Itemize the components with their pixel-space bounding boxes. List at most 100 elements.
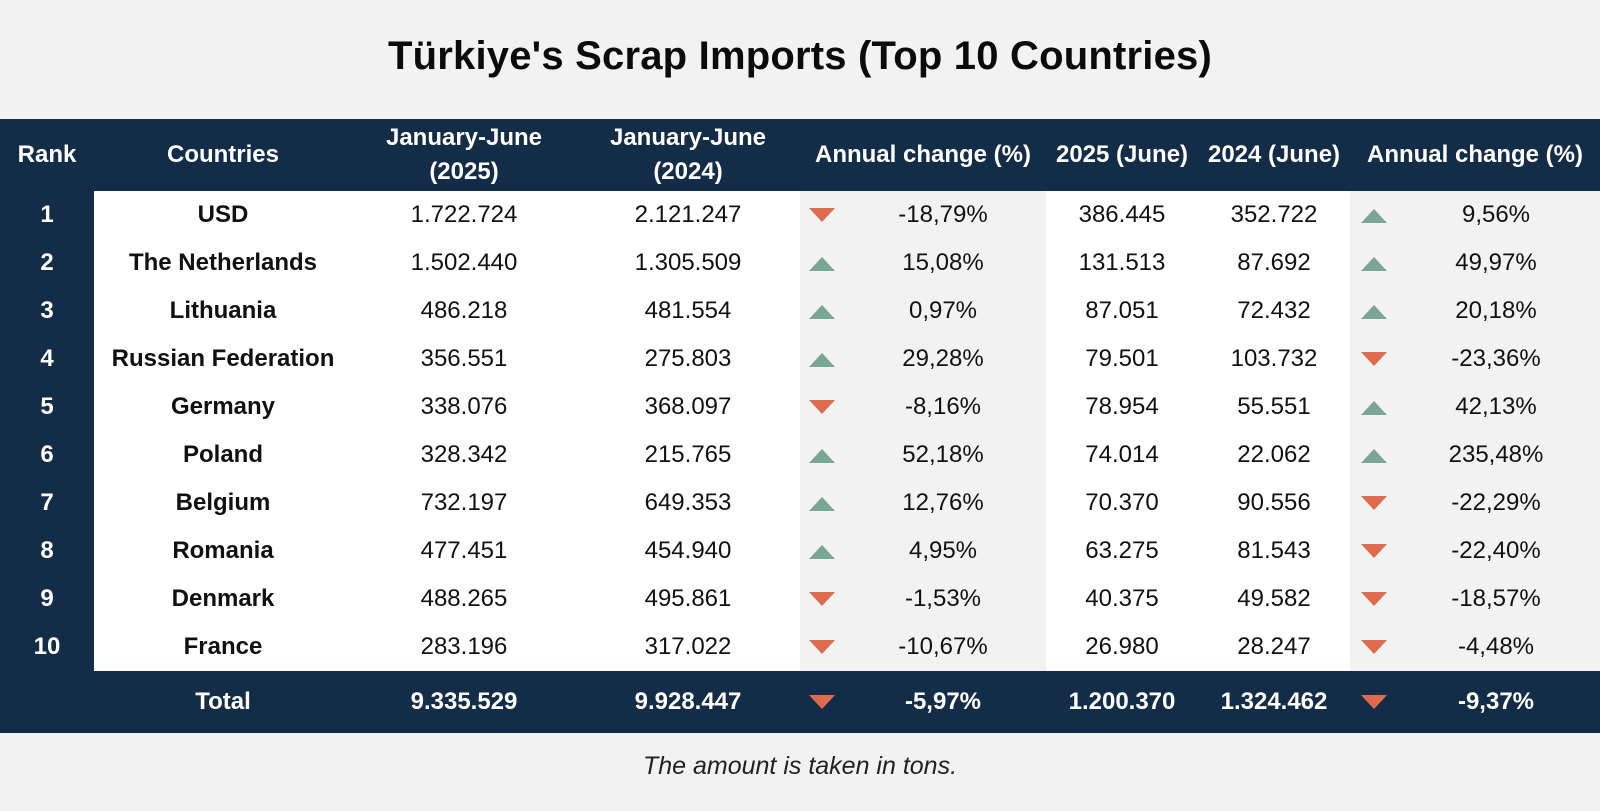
table-header: Rank Countries January-June (2025) Januar… — [0, 119, 1600, 191]
header-june-2024: 2024 (June) — [1207, 141, 1341, 168]
cell-annual-change-2: 9,56% — [1461, 201, 1531, 228]
triangle-down-icon — [1357, 479, 1391, 527]
chart-title: Türkiye's Scrap Imports (Top 10 Countrie… — [387, 34, 1212, 78]
table-row: 3 Lithuania 486.218 481.554 0,97% 87.051 72.43… — [0, 287, 1600, 335]
cell-jan-june-2025: 477.451 — [420, 537, 508, 564]
triangle-up-icon — [1357, 383, 1391, 431]
cell-june-2024: 103.732 — [1230, 345, 1318, 372]
cell-june-2024: 22.062 — [1237, 441, 1311, 468]
table-row: 2 The Netherlands 1.502.440 1.305.509 15,08%… — [0, 239, 1600, 287]
cell-jan-june-2025: 488.265 — [420, 585, 508, 612]
cell-rank: 6 — [40, 441, 54, 468]
rank-column-band — [0, 191, 94, 671]
table-row: 5 Germany 338.076 368.097 -8,16% 78.954 55.551… — [0, 383, 1600, 431]
cell-june-2025: 63.275 — [1085, 537, 1159, 564]
cell-country: France — [183, 633, 263, 660]
total-annual-change-2: -9,37% — [1457, 688, 1535, 715]
cell-annual-change-2: -22,29% — [1451, 489, 1541, 516]
triangle-down-icon — [1357, 671, 1391, 733]
cell-country: Germany — [170, 393, 276, 420]
cell-annual-change-1: -1,53% — [904, 585, 982, 612]
table-row: 7 Belgium 732.197 649.353 12,76% 70.370 90.556… — [0, 479, 1600, 527]
cell-annual-change-1: 0,97% — [908, 297, 978, 324]
cell-annual-change-1: 4,95% — [908, 537, 978, 564]
cell-annual-change-1: -18,79% — [898, 201, 988, 228]
total-annual-change-1: -5,97% — [904, 688, 982, 715]
triangle-down-icon — [1357, 575, 1391, 623]
change-column-band-2 — [1350, 191, 1600, 671]
cell-jan-june-2024: 275.803 — [644, 345, 732, 372]
cell-jan-june-2024: 368.097 — [644, 393, 732, 420]
footnote: The amount is taken in tons. — [642, 752, 958, 780]
cell-rank: 9 — [40, 585, 54, 612]
triangle-down-icon — [805, 575, 839, 623]
triangle-up-icon — [1357, 431, 1391, 479]
cell-annual-change-1: 29,28% — [902, 345, 984, 372]
cell-country: Romania — [172, 537, 274, 564]
table-row: 9 Denmark 488.265 495.861 -1,53% 40.375 49.582… — [0, 575, 1600, 623]
cell-annual-change-2: 49,97% — [1455, 249, 1537, 276]
cell-country: USD — [197, 201, 249, 228]
cell-rank: 8 — [40, 537, 54, 564]
cell-jan-june-2024: 215.765 — [644, 441, 732, 468]
cell-rank: 2 — [40, 249, 54, 276]
triangle-up-icon — [805, 239, 839, 287]
header-jan-june-2024: January-June (2024) — [576, 119, 800, 191]
cell-jan-june-2024: 454.940 — [644, 537, 732, 564]
cell-june-2024: 87.692 — [1237, 249, 1311, 276]
cell-rank: 7 — [40, 489, 54, 516]
triangle-down-icon — [1357, 623, 1391, 671]
cell-june-2024: 72.432 — [1237, 297, 1311, 324]
triangle-up-icon — [1357, 287, 1391, 335]
triangle-up-icon — [1357, 191, 1391, 239]
change-column-band-1 — [800, 191, 1046, 671]
cell-june-2025: 70.370 — [1085, 489, 1159, 516]
triangle-down-icon — [1357, 335, 1391, 383]
cell-jan-june-2025: 356.551 — [420, 345, 508, 372]
cell-country: Poland — [182, 441, 263, 468]
cell-june-2025: 79.501 — [1085, 345, 1159, 372]
cell-jan-june-2024: 2.121.247 — [634, 201, 742, 228]
table-row: 8 Romania 477.451 454.940 4,95% 63.275 81.543 -… — [0, 527, 1600, 575]
cell-annual-change-1: -8,16% — [904, 393, 982, 420]
cell-annual-change-1: 15,08% — [902, 249, 984, 276]
cell-jan-june-2024: 1.305.509 — [634, 249, 742, 276]
cell-annual-change-2: 235,48% — [1448, 441, 1544, 468]
header-rank: Rank — [17, 141, 77, 168]
triangle-down-icon — [805, 383, 839, 431]
cell-june-2024: 49.582 — [1237, 585, 1311, 612]
header-jan-june-2024-line1: January-June — [609, 124, 767, 151]
cell-annual-change-1: -10,67% — [898, 633, 988, 660]
total-june-2025: 1.200.370 — [1068, 688, 1176, 715]
header-jan-june-2025-line2: (2025) — [429, 158, 499, 185]
cell-jan-june-2025: 338.076 — [420, 393, 508, 420]
total-jan-june-2024: 9.928.447 — [634, 688, 742, 715]
cell-annual-change-2: 20,18% — [1455, 297, 1537, 324]
cell-rank: 4 — [40, 345, 54, 372]
table-row: 1 USD 1.722.724 2.121.247 -18,79% 386.445 352.… — [0, 191, 1600, 239]
cell-country: Lithuania — [169, 297, 277, 324]
imports-table: Rank Countries January-June (2025) Januar… — [0, 119, 1600, 733]
cell-country: Russian Federation — [111, 345, 335, 372]
cell-june-2024: 90.556 — [1237, 489, 1311, 516]
cell-jan-june-2024: 649.353 — [644, 489, 732, 516]
cell-annual-change-2: -23,36% — [1451, 345, 1541, 372]
cell-country: The Netherlands — [128, 249, 318, 276]
cell-jan-june-2024: 495.861 — [644, 585, 732, 612]
header-jan-june-2025-line1: January-June — [385, 124, 543, 151]
table-row: 4 Russian Federation 356.551 275.803 29,28% 7… — [0, 335, 1600, 383]
cell-june-2025: 78.954 — [1085, 393, 1159, 420]
triangle-down-icon — [805, 671, 839, 733]
header-jan-june-2024-line2: (2024) — [653, 158, 723, 185]
cell-rank: 10 — [33, 633, 61, 660]
cell-june-2024: 55.551 — [1237, 393, 1311, 420]
cell-june-2025: 40.375 — [1085, 585, 1159, 612]
cell-rank: 3 — [40, 297, 54, 324]
cell-jan-june-2025: 732.197 — [420, 489, 508, 516]
table-row: 6 Poland 328.342 215.765 52,18% 74.014 22.062 2… — [0, 431, 1600, 479]
header-countries: Countries — [166, 141, 279, 168]
cell-june-2025: 131.513 — [1078, 249, 1166, 276]
total-label: Total — [195, 688, 251, 715]
table-row: 10 France 283.196 317.022 -10,67% 26.980 28.24… — [0, 623, 1600, 671]
triangle-up-icon — [1357, 239, 1391, 287]
